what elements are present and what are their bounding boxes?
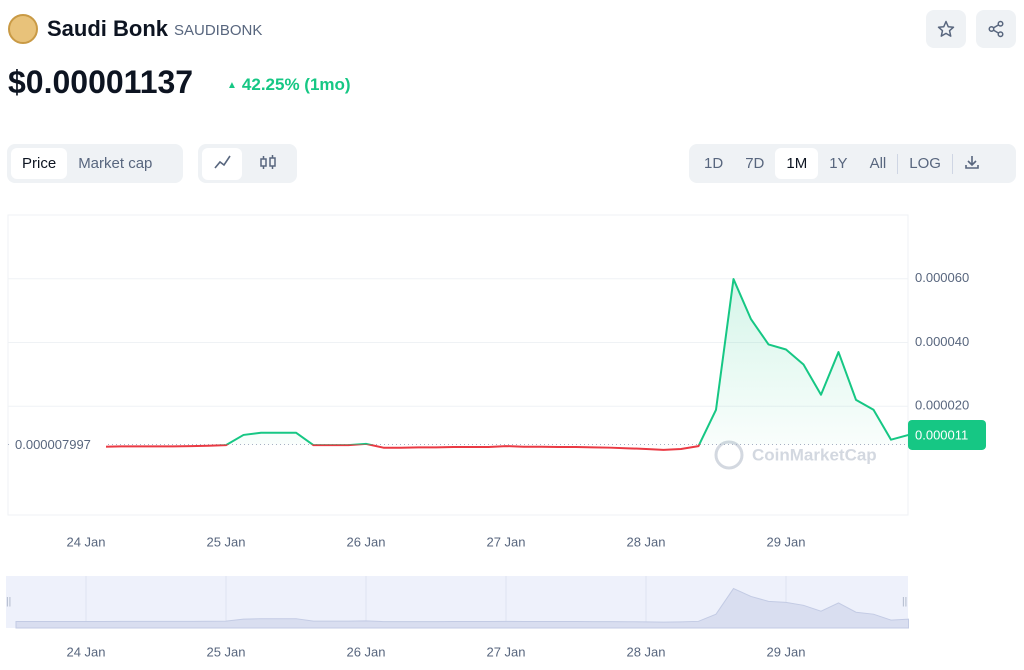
range[interactable]: All xyxy=(869,155,887,172)
watermark-logo xyxy=(714,440,744,470)
metric-tabs: Price Market cap xyxy=(7,144,183,183)
watermark: CoinMarketCap xyxy=(752,445,877,464)
change-text: 42.25% (1mo) xyxy=(241,75,351,94)
x-tick-label: 26 Jan xyxy=(346,534,385,549)
plot-frame xyxy=(7,214,909,516)
x-tick-label: 25 Jan xyxy=(206,534,245,549)
star-icon xyxy=(937,20,955,37)
nav-handle[interactable]: || xyxy=(902,597,907,608)
tab[interactable]: Market cap xyxy=(78,155,153,172)
price-change: ▲ 42.25% (1mo) xyxy=(227,75,351,95)
last-price-tag xyxy=(908,419,986,450)
price-line xyxy=(16,278,909,451)
coin-name: Saudi Bonk xyxy=(47,16,169,41)
nav-area xyxy=(15,587,909,629)
log-toggle[interactable]: LOG xyxy=(909,155,941,172)
nav-x-label: 24 Jan xyxy=(66,644,105,659)
candle-icon xyxy=(260,154,276,169)
y-tick-label: 0.000040 xyxy=(915,334,969,349)
range[interactable]: 1Y xyxy=(829,155,848,172)
tab[interactable]: Price xyxy=(11,148,68,179)
download[interactable] xyxy=(953,147,991,181)
star-button[interactable] xyxy=(926,10,966,48)
price-area xyxy=(227,279,909,445)
up-arrow: ▲ xyxy=(227,79,237,91)
x-tick-label: 24 Jan xyxy=(66,534,105,549)
nav-x-label: 25 Jan xyxy=(206,644,245,659)
x-tick-label: 27 Jan xyxy=(486,534,525,549)
nav-x-label: 26 Jan xyxy=(346,644,385,659)
download-icon xyxy=(965,155,979,169)
share-button[interactable] xyxy=(976,10,1016,48)
nav-x-label: 27 Jan xyxy=(486,644,525,659)
divider xyxy=(897,153,899,174)
x-tick-label: 28 Jan xyxy=(626,534,665,549)
nav-x-label: 29 Jan xyxy=(766,644,805,659)
candle-tab[interactable] xyxy=(252,148,284,180)
share-icon xyxy=(988,20,1004,38)
nav-x-label: 28 Jan xyxy=(626,644,665,659)
reference-label-bg xyxy=(10,435,106,454)
nav-handle[interactable]: || xyxy=(6,597,11,608)
price: $0.00001137 xyxy=(8,64,194,100)
chart-type-tabs xyxy=(198,144,297,183)
y-tick-label: 0.000020 xyxy=(915,398,969,413)
reference-label: 0.000007997 xyxy=(15,437,91,452)
y-tick-label: 0.000060 xyxy=(915,270,969,285)
coin-icon xyxy=(8,14,38,44)
range[interactable]: 1M xyxy=(775,148,819,179)
range-tabs: 1D 7D 1M 1Y All LOG xyxy=(689,144,1016,183)
divider xyxy=(951,153,953,174)
last-price-label: 0.000011 xyxy=(915,427,968,442)
line-tab[interactable] xyxy=(202,147,242,180)
coin-symbol: SAUDIBONK xyxy=(174,22,263,39)
x-tick-label: 29 Jan xyxy=(766,534,805,549)
range[interactable]: 7D xyxy=(745,155,765,172)
line-icon xyxy=(214,155,231,169)
range[interactable]: 1D xyxy=(704,155,724,172)
